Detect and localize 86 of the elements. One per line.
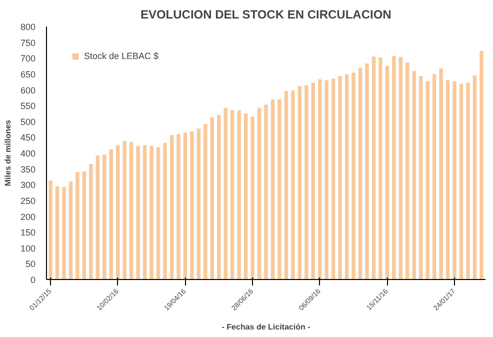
bar xyxy=(459,84,464,280)
y-tick-label: 400 xyxy=(20,148,36,158)
bar xyxy=(385,66,390,280)
bar xyxy=(76,172,80,280)
y-tick-label: 100 xyxy=(20,243,36,254)
bar xyxy=(109,149,113,280)
y-tick-label: 600 xyxy=(20,85,36,96)
bar xyxy=(264,104,268,280)
bar xyxy=(432,74,436,280)
bar xyxy=(344,74,349,280)
bar xyxy=(412,71,416,280)
y-tick-label: 650 xyxy=(20,69,36,80)
bar xyxy=(466,82,470,280)
y-tick-label: 350 xyxy=(20,164,36,174)
bar xyxy=(372,56,376,280)
bar xyxy=(82,171,86,280)
bar xyxy=(102,154,106,280)
y-tick-label: 250 xyxy=(20,196,36,206)
bar xyxy=(278,99,282,280)
bar xyxy=(270,100,275,280)
bar xyxy=(156,147,160,280)
bar xyxy=(365,64,369,280)
bar xyxy=(284,91,288,280)
bar xyxy=(48,180,52,280)
bar xyxy=(68,181,73,280)
y-tick-label: 50 xyxy=(25,259,36,270)
bar xyxy=(224,108,228,280)
bar xyxy=(230,110,234,280)
bar xyxy=(89,164,93,280)
bar xyxy=(419,76,423,280)
y-tick-label: 700 xyxy=(20,54,36,64)
bar xyxy=(142,145,147,280)
bar xyxy=(338,76,342,280)
bar xyxy=(62,186,66,280)
bar xyxy=(196,128,201,280)
chart-title: EVOLUCION DEL STOCK EN CIRCULACION xyxy=(140,8,392,22)
y-tick-label: 550 xyxy=(20,101,36,112)
bar xyxy=(291,90,295,280)
bar xyxy=(96,156,100,280)
bar xyxy=(116,145,120,280)
bar xyxy=(136,146,140,280)
bar xyxy=(439,68,443,280)
bar xyxy=(170,134,174,280)
bar xyxy=(250,116,254,280)
bar xyxy=(426,81,430,280)
bar xyxy=(217,115,221,280)
y-tick-label: 0 xyxy=(30,275,36,285)
bar xyxy=(398,56,403,280)
bar xyxy=(358,68,362,280)
bar xyxy=(183,132,188,280)
bar xyxy=(204,124,208,280)
bar xyxy=(392,56,396,280)
y-tick-label: 500 xyxy=(20,116,36,127)
y-tick-label: 150 xyxy=(20,228,36,238)
y-axis-title: Miles de millones xyxy=(3,119,12,186)
bar xyxy=(55,186,60,280)
bar xyxy=(324,80,328,280)
bar xyxy=(304,85,308,280)
bar xyxy=(163,142,167,280)
bar xyxy=(257,108,262,280)
legend-label: Stock de LEBAC $ xyxy=(84,51,159,61)
bar xyxy=(150,146,154,280)
bar xyxy=(122,140,126,280)
y-tick-label: 450 xyxy=(20,132,36,143)
bar xyxy=(176,134,180,280)
y-tick-label: 300 xyxy=(20,180,36,190)
bar xyxy=(237,110,241,280)
bar xyxy=(298,86,302,280)
bar xyxy=(318,79,322,280)
bar xyxy=(446,80,450,280)
bar xyxy=(406,62,410,280)
bar xyxy=(129,142,134,280)
bar xyxy=(210,117,214,280)
bar xyxy=(190,131,194,280)
bar xyxy=(331,78,336,280)
bar xyxy=(472,76,477,280)
y-tick-label: 200 xyxy=(20,212,36,222)
bar xyxy=(452,81,456,280)
bar xyxy=(244,113,248,280)
bar xyxy=(352,72,356,280)
bar xyxy=(378,57,382,280)
bar xyxy=(480,50,484,280)
x-axis-title: - Fechas de Licitación - xyxy=(222,322,311,332)
y-tick-label: 800 xyxy=(20,22,36,32)
bar xyxy=(311,82,315,280)
y-tick-label: 750 xyxy=(20,38,36,48)
